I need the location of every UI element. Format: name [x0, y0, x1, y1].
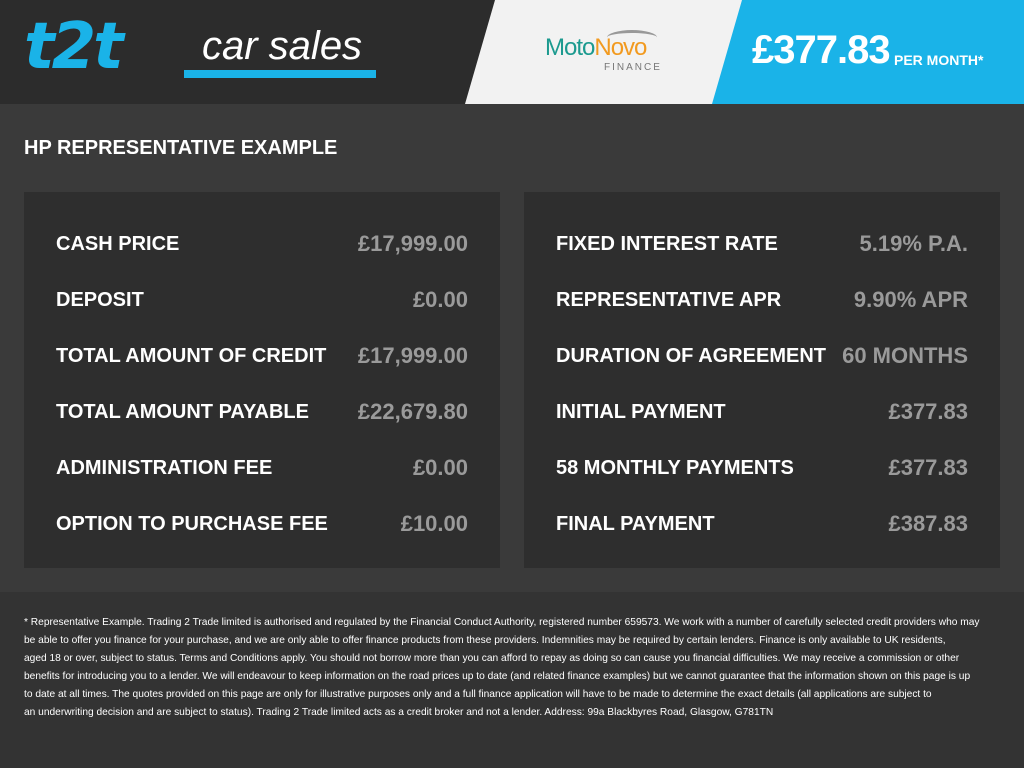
finance-value: £17,999.00 — [357, 231, 468, 256]
per-month-label: PER MONTH* — [894, 52, 984, 68]
finance-value: 5.19% P.A. — [859, 231, 968, 256]
finance-row: TOTAL AMOUNT PAYABLE £22,679.80 — [56, 397, 468, 427]
monthly-price-banner: £377.83 PER MONTH* — [712, 0, 1024, 104]
partner-name-2: Novo — [594, 34, 647, 61]
finance-label: TOTAL AMOUNT PAYABLE — [56, 400, 309, 423]
logo-mark: t2t — [24, 10, 124, 84]
monthly-price: £377.83 — [752, 28, 891, 72]
header: t2t car sales MotoNovo FINANCE £377.83 P… — [0, 0, 1024, 104]
finance-value: £387.83 — [888, 511, 968, 536]
finance-row: REPRESENTATIVE APR 9.90% APR — [556, 285, 968, 315]
logo-text: car sales — [202, 24, 363, 68]
finance-row: CASH PRICE £17,999.00 — [56, 229, 468, 259]
finance-row: OPTION TO PURCHASE FEE £10.00 — [56, 509, 468, 539]
car-swoosh-icon — [607, 30, 657, 45]
finance-value: £0.00 — [412, 287, 468, 312]
finance-value: £10.00 — [400, 511, 468, 536]
finance-label: ADMINISTRATION FEE — [56, 456, 273, 479]
finance-row: ADMINISTRATION FEE £0.00 — [56, 453, 468, 483]
finance-label: FIXED INTEREST RATE — [556, 232, 778, 255]
disclaimer-line: an underwriting decision and are subject… — [24, 707, 774, 718]
finance-label: DEPOSIT — [56, 288, 144, 311]
finance-value: £377.83 — [888, 399, 968, 424]
finance-value: £22,679.80 — [357, 399, 468, 424]
finance-row: FIXED INTEREST RATE 5.19% P.A. — [556, 229, 968, 259]
finance-label: CASH PRICE — [56, 232, 180, 255]
finance-value: 60 MONTHS — [842, 343, 968, 368]
motonovo-finance-logo: MotoNovo FINANCE — [465, 0, 765, 104]
disclaimer-line: benefits for introducing you to a lender… — [24, 671, 971, 682]
finance-value: £0.00 — [412, 455, 468, 480]
disclaimer-text: * Representative Example. Trading 2 Trad… — [24, 614, 979, 722]
disclaimer-line: * Representative Example. Trading 2 Trad… — [24, 617, 980, 628]
logo-underline — [184, 70, 376, 78]
disclaimer-line: aged 18 or over, subject to status. Term… — [24, 653, 960, 664]
finance-panel-right: FIXED INTEREST RATE 5.19% P.A. REPRESENTAT… — [524, 192, 1000, 568]
finance-row: 58 MONTHLY PAYMENTS £377.83 — [556, 453, 968, 483]
finance-value: 9.90% APR — [853, 287, 968, 312]
disclaimer-line: be able to offer you finance for your pu… — [24, 635, 946, 646]
finance-label: FINAL PAYMENT — [556, 512, 715, 535]
finance-row: FINAL PAYMENT £387.83 — [556, 509, 968, 539]
finance-row: DURATION OF AGREEMENT 60 MONTHS — [556, 341, 968, 371]
finance-label: 58 MONTHLY PAYMENTS — [556, 456, 794, 479]
finance-row: TOTAL AMOUNT OF CREDIT £17,999.00 — [56, 341, 468, 371]
finance-row: INITIAL PAYMENT £377.83 — [556, 397, 968, 427]
finance-label: TOTAL AMOUNT OF CREDIT — [56, 344, 327, 367]
page-title: HP REPRESENTATIVE EXAMPLE — [24, 137, 338, 159]
finance-value: £377.83 — [888, 455, 968, 480]
finance-label: REPRESENTATIVE APR — [556, 288, 782, 311]
finance-label: OPTION TO PURCHASE FEE — [56, 512, 328, 535]
disclaimer-footer: * Representative Example. Trading 2 Trad… — [0, 592, 1024, 768]
finance-label: INITIAL PAYMENT — [556, 400, 726, 423]
partner-name-1: Moto — [545, 34, 595, 61]
finance-value: £17,999.00 — [357, 343, 468, 368]
finance-row: DEPOSIT £0.00 — [56, 285, 468, 315]
finance-panel-left: CASH PRICE £17,999.00 DEPOSIT £0.00 TOTAL AM… — [24, 192, 500, 568]
t2t-car-sales-logo[interactable]: t2t car sales — [24, 10, 384, 88]
finance-label: DURATION OF AGREEMENT — [556, 344, 826, 367]
partner-sub: FINANCE — [604, 62, 662, 73]
disclaimer-line: to date at all times. The quotes provide… — [24, 689, 932, 700]
